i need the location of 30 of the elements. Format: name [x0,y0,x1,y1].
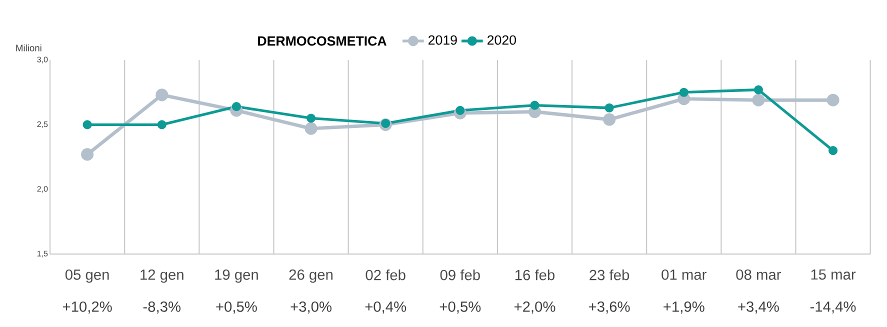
text: -8,3% [143,302,181,314]
x-tick-label: 12 gen [140,270,184,283]
y-tick-label: 2,0 [37,186,48,193]
y-axis-title: Milioni [16,44,42,52]
legend-label: 2019 [428,35,457,45]
x-tick-label: 19 gen [215,270,258,283]
y-tick-label: 3,0 [37,56,48,64]
legend-title: DERMOCOSMETICA [258,36,386,46]
y-tick-label: 2,5 [37,122,48,128]
text: +3,6% [589,302,630,314]
x-tick-label: 01 mar [662,270,706,280]
text: +1,9% [664,302,704,314]
text: +0,4% [365,302,406,314]
x-tick-label: 26 gen [289,270,332,283]
x-tick-label: 08 mar [736,270,782,280]
x-tick-label: 02 feb [366,270,406,280]
text: +0,5% [216,302,257,314]
legend-label: 2020 [488,35,516,45]
y-tick-label: 1,5 [37,250,48,258]
x-tick-label: 16 feb [515,270,554,280]
x-tick-label: 05 gen [65,270,109,283]
text: +3,0% [290,302,332,314]
text: +0,5% [440,302,481,314]
x-tick-label: 09 feb [440,270,480,280]
text: +3,4% [738,302,779,314]
text: +2,0% [514,302,556,314]
x-tick-label: 23 feb [590,270,630,280]
x-tick-label: 15 mar [811,270,856,280]
text: +10,2% [62,302,112,314]
text: -14,4% [810,302,856,314]
